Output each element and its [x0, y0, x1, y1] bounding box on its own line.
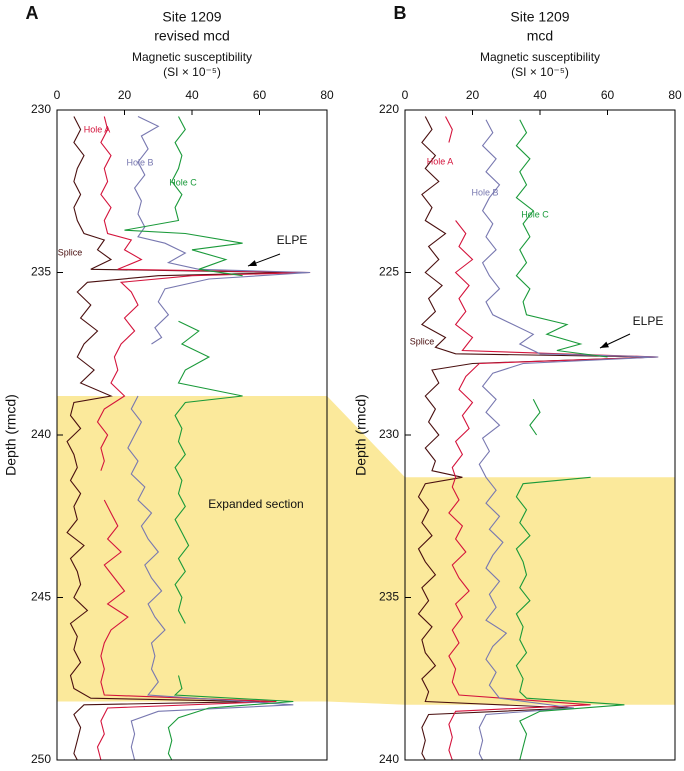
x-tick-label: 0 — [54, 88, 61, 102]
series-label: Splice — [58, 247, 83, 257]
series-label: Hole B — [126, 157, 153, 167]
series-label: Splice — [410, 336, 435, 346]
y-tick-label: 240 — [379, 752, 399, 766]
x-tick-label: 80 — [320, 88, 334, 102]
chart-subtitle: revised mcd — [154, 28, 229, 44]
plot-frame — [404, 109, 676, 761]
arrow-head — [600, 341, 609, 348]
annotation: ELPE — [633, 314, 664, 328]
x-tick-label: 60 — [601, 88, 615, 102]
series-label: Hole C — [169, 177, 197, 187]
y-axis-label: Depth (rmcd) — [3, 394, 19, 476]
y-tick-label: 220 — [379, 102, 399, 116]
x-axis-label: Magnetic susceptibility — [480, 50, 600, 64]
chart-subtitle: mcd — [527, 28, 553, 44]
y-tick-label: 225 — [379, 265, 399, 279]
y-tick-label: 235 — [31, 265, 51, 279]
x-tick-label: 20 — [118, 88, 132, 102]
series-label: Hole A — [427, 156, 454, 166]
x-tick-label: 80 — [668, 88, 682, 102]
x-axis-unit: (SI × 10⁻⁵) — [163, 65, 221, 79]
x-tick-label: 40 — [533, 88, 547, 102]
x-tick-label: 0 — [402, 88, 409, 102]
chart-title: Site 1209 — [510, 9, 569, 25]
y-tick-label: 235 — [379, 590, 399, 604]
data-line — [66, 116, 294, 761]
y-tick-label: 250 — [31, 752, 51, 766]
x-axis-label: Magnetic susceptibility — [132, 50, 252, 64]
plot-frame — [56, 109, 328, 761]
series-label: Hole A — [84, 124, 111, 134]
panel-label: B — [394, 3, 407, 23]
data-line — [515, 119, 625, 761]
data-line — [478, 119, 659, 761]
annotation: ELPE — [277, 233, 308, 247]
data-line — [445, 116, 659, 761]
x-tick-label: 40 — [185, 88, 199, 102]
y-axis-label: Depth (rmcd) — [353, 394, 369, 476]
highlight-band — [405, 477, 675, 705]
panel-label: A — [26, 3, 39, 23]
series-label: Hole B — [471, 187, 498, 197]
data-line — [127, 116, 311, 761]
x-tick-label: 60 — [253, 88, 267, 102]
annotation: Expanded section — [208, 497, 303, 511]
x-tick-label: 20 — [466, 88, 480, 102]
highlight-connector — [327, 396, 405, 705]
chart-title: Site 1209 — [162, 9, 221, 25]
y-tick-label: 240 — [31, 427, 51, 441]
series-label: Hole C — [521, 209, 549, 219]
y-tick-label: 230 — [31, 102, 51, 116]
data-line — [96, 116, 311, 761]
highlight-band — [57, 396, 327, 702]
y-tick-label: 245 — [31, 590, 51, 604]
data-line — [417, 116, 659, 761]
data-line — [124, 116, 294, 761]
x-axis-unit: (SI × 10⁻⁵) — [511, 65, 569, 79]
y-tick-label: 230 — [379, 427, 399, 441]
arrow-head — [248, 260, 257, 266]
